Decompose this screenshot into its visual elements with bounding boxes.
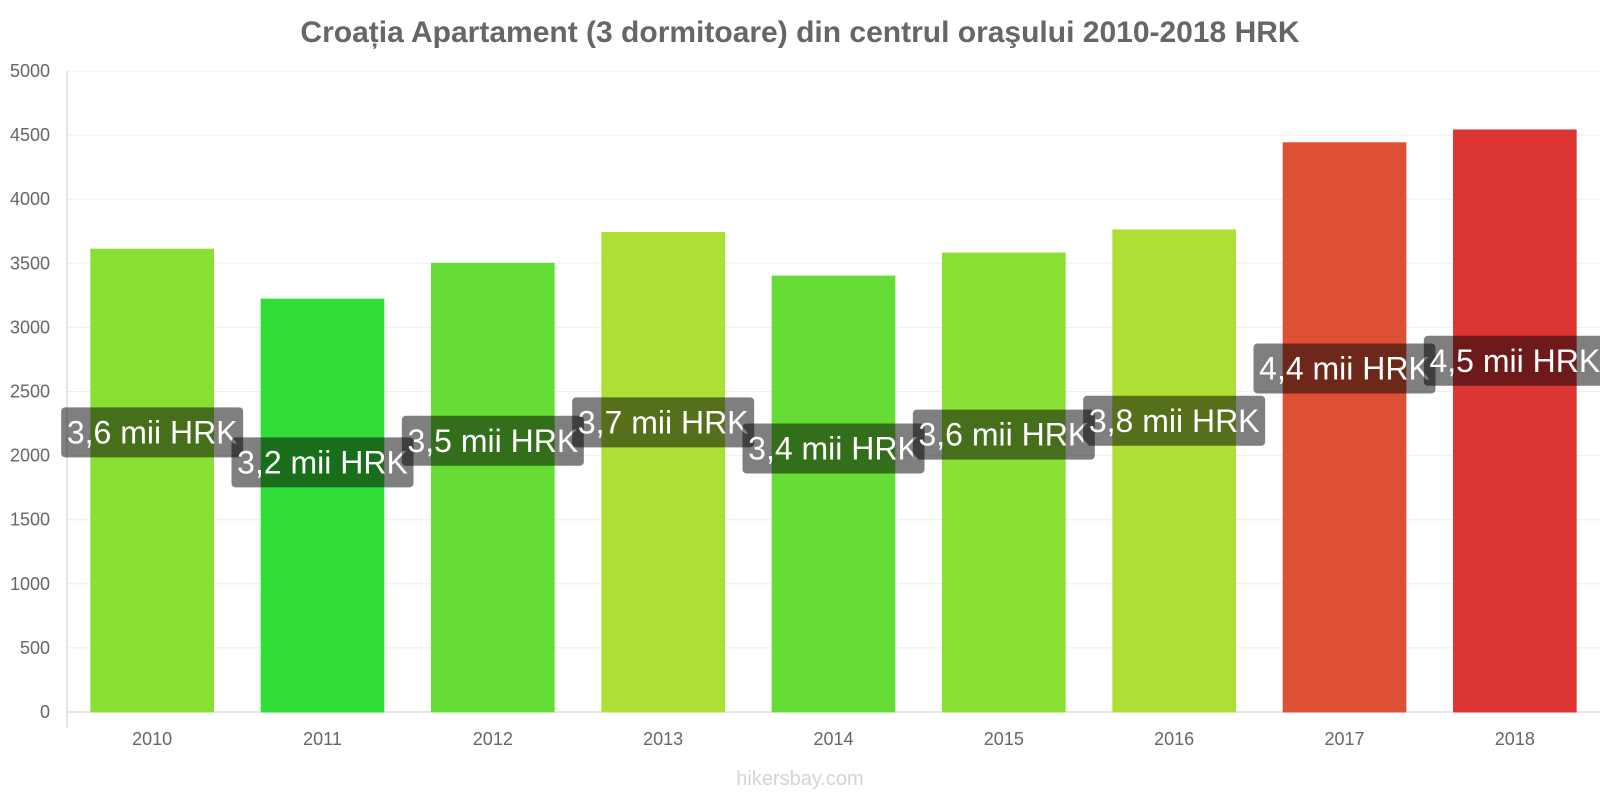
y-tick-label: 0 [40, 702, 50, 722]
data-label-box [1083, 395, 1266, 446]
data-label-box [742, 423, 925, 474]
data-label: 3,4 mii HRK [742, 423, 925, 474]
y-tick-label: 2000 [10, 446, 50, 466]
data-label-box [231, 437, 414, 488]
x-tick-label: 2012 [473, 729, 513, 749]
data-label-box [61, 407, 244, 458]
data-label-box [1253, 343, 1436, 394]
data-label: 3,6 mii HRK [61, 407, 244, 458]
data-label: 3,6 mii HRK [912, 409, 1095, 460]
y-tick-label: 1000 [10, 574, 50, 594]
y-axis-ticks: 0 500 1000 1500 2000 2500 3000 3500 4000 4500 5000 [10, 61, 50, 722]
x-tick-label: 2016 [1154, 729, 1194, 749]
bar-2011 [260, 298, 385, 713]
y-tick-label: 4500 [10, 125, 50, 145]
x-tick-label: 2013 [643, 729, 683, 749]
data-label: 3,8 mii HRK [1083, 395, 1266, 446]
bar-2010 [90, 248, 214, 713]
data-label-text: 3,7 mii HRK [578, 404, 749, 440]
x-tick-label: 2011 [303, 729, 342, 749]
data-label: 3,7 mii HRK [572, 397, 755, 448]
y-tick-label: 3500 [10, 253, 50, 273]
x-tick-label: 2015 [984, 729, 1024, 749]
bars [90, 129, 1577, 713]
data-label: 3,2 mii HRK [231, 437, 414, 488]
x-tick-label: 2010 [132, 729, 172, 749]
y-tick-label: 500 [20, 638, 50, 658]
y-tick-label: 5000 [10, 61, 50, 81]
data-label: 4,5 mii HRK [1423, 335, 1600, 386]
data-label-box [912, 409, 1095, 460]
data-label-text: 3,8 mii HRK [1089, 403, 1260, 439]
bar-2014 [771, 275, 896, 713]
data-label-text: 3,6 mii HRK [67, 414, 238, 450]
x-axis-ticks: 2010 2011 2012 2013 2014 2015 2016 2017 2018 [132, 729, 1535, 749]
bar-2012 [431, 262, 555, 713]
bar-2016 [1112, 229, 1236, 713]
watermark: hikersbay.com [736, 768, 864, 790]
data-label-text: 3,6 mii HRK [918, 417, 1089, 453]
bar-2018 [1453, 129, 1577, 713]
data-label-text: 3,4 mii HRK [748, 430, 919, 466]
data-label-box [1423, 335, 1600, 386]
data-label: 3,5 mii HRK [401, 415, 584, 466]
data-label-box [401, 415, 584, 466]
data-label-text: 4,5 mii HRK [1429, 343, 1600, 379]
x-tick-label: 2017 [1324, 729, 1364, 749]
data-label-box [572, 397, 755, 448]
y-tick-label: 3000 [10, 317, 50, 337]
data-label: 4,4 mii HRK [1253, 343, 1436, 394]
chart-title: Croația Apartament (3 dormitoare) din ce… [300, 16, 1300, 49]
x-tick-label: 2014 [813, 729, 853, 749]
bar-2015 [942, 252, 1066, 713]
data-label-text: 3,5 mii HRK [407, 423, 578, 459]
x-tick-label: 2018 [1495, 729, 1535, 749]
data-label-text: 3,2 mii HRK [237, 444, 408, 480]
data-label-text: 4,4 mii HRK [1259, 350, 1430, 386]
y-tick-label: 4000 [10, 189, 50, 209]
y-tick-label: 1500 [10, 510, 50, 530]
y-tick-label: 2500 [10, 382, 50, 402]
bar-2017 [1282, 142, 1407, 713]
bar-chart: 0 500 1000 1500 2000 2500 3000 3500 4000 4500 5000… [10, 61, 1600, 749]
bar-2013 [601, 232, 725, 713]
